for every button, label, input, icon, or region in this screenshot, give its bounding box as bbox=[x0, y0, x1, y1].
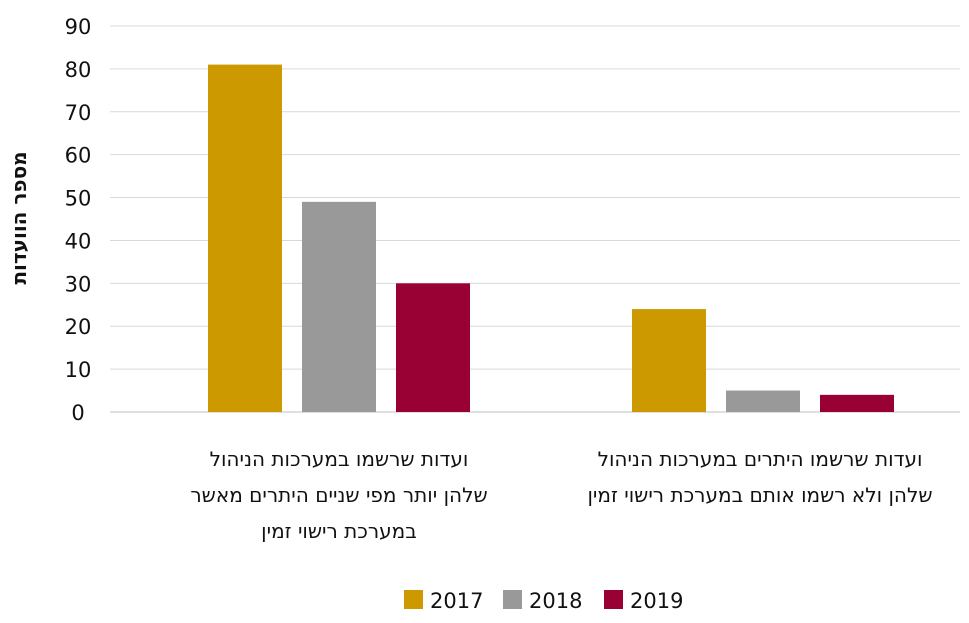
bar-2018-1 bbox=[302, 201, 376, 412]
y-tick-label: 90 bbox=[65, 15, 92, 39]
legend-label-2019: 2019 bbox=[630, 589, 683, 613]
category-label-line: שלהן יותר מפי שניים היתרים מאשר bbox=[190, 483, 487, 507]
y-tick-label: 0 bbox=[71, 401, 84, 425]
y-tick-label: 50 bbox=[65, 187, 92, 211]
legend-label-2018: 2018 bbox=[529, 589, 582, 613]
y-axis-ticks: 0 10 20 30 40 50 60 70 80 90 bbox=[65, 15, 92, 425]
y-tick-label: 30 bbox=[65, 272, 92, 296]
legend-swatch-2019 bbox=[604, 590, 623, 609]
y-tick-label: 80 bbox=[65, 58, 92, 82]
bars bbox=[208, 64, 894, 412]
y-tick-label: 10 bbox=[65, 358, 92, 382]
bar-2019-1 bbox=[396, 283, 470, 412]
bar-2017-1 bbox=[208, 64, 282, 412]
y-axis-label: מספר הוועדות bbox=[7, 151, 31, 284]
y-tick-label: 20 bbox=[65, 315, 92, 339]
legend-swatch-2017 bbox=[404, 590, 423, 609]
category-label-line: ועדות שרשמו היתרים במערכות הניהול bbox=[598, 447, 923, 471]
legend-label-2017: 2017 bbox=[430, 589, 483, 613]
y-tick-label: 40 bbox=[65, 229, 92, 253]
legend: 2017 2018 2019 bbox=[404, 589, 683, 613]
legend-swatch-2018 bbox=[503, 590, 522, 609]
y-tick-label: 70 bbox=[65, 101, 92, 125]
category-labels: ועדות שרשמו במערכות הניהול שלהן יותר מפי … bbox=[190, 447, 932, 543]
category-label-line: במערכת רישוי זמין bbox=[261, 519, 417, 543]
category-label-line: שלהן ולא רשמו אותם במערכת רישוי זמין bbox=[587, 483, 932, 507]
y-tick-label: 60 bbox=[65, 144, 92, 168]
bar-2017-2 bbox=[632, 309, 706, 412]
bar-2018-2 bbox=[726, 390, 800, 412]
category-label-line: ועדות שרשמו במערכות הניהול bbox=[210, 447, 469, 471]
bar-2019-2 bbox=[820, 394, 894, 412]
